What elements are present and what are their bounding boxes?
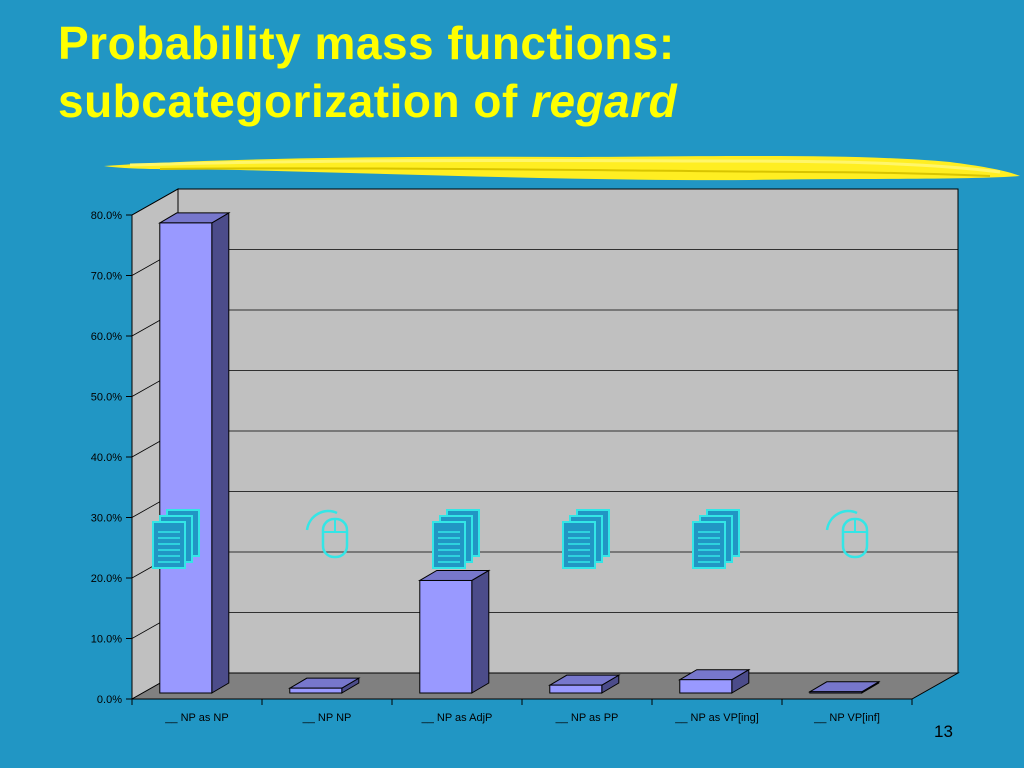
bar bbox=[157, 212, 231, 694]
mouse-cable bbox=[305, 509, 338, 531]
y-tick-label: 0.0% bbox=[97, 694, 122, 706]
bar bbox=[287, 677, 361, 694]
bar-side bbox=[211, 212, 230, 694]
document-stack-icon bbox=[432, 509, 480, 569]
x-tick-label: __ NP as PP bbox=[555, 712, 619, 724]
document-stack-icon bbox=[562, 509, 610, 569]
y-tick-label: 60.0% bbox=[91, 331, 122, 343]
bar-side bbox=[471, 569, 490, 694]
y-tick-label: 10.0% bbox=[91, 634, 122, 646]
mouse-icon bbox=[305, 509, 349, 559]
bar-front bbox=[159, 222, 213, 694]
bar bbox=[547, 674, 621, 694]
mouse-icon bbox=[825, 509, 869, 559]
bar-front bbox=[809, 691, 863, 694]
bar bbox=[807, 680, 881, 694]
title-line-2: subcategorization of regard bbox=[58, 72, 677, 130]
page-outline bbox=[432, 521, 466, 569]
document-stack-icon bbox=[152, 509, 200, 569]
page-outline bbox=[152, 521, 186, 569]
title-line-1: Probability mass functions: bbox=[58, 17, 675, 69]
x-tick-label: __ NP as AdjP bbox=[421, 712, 493, 724]
bar-front bbox=[289, 687, 343, 694]
y-tick-label: 80.0% bbox=[91, 210, 122, 222]
y-tick-label: 70.0% bbox=[91, 271, 122, 283]
y-tick-label: 40.0% bbox=[91, 452, 122, 464]
y-tick-label: 20.0% bbox=[91, 573, 122, 585]
bar bbox=[417, 569, 491, 694]
gridline-side bbox=[131, 188, 179, 216]
slide-title: Probability mass functions: subcategoriz… bbox=[58, 14, 677, 130]
mouse-cable bbox=[825, 509, 858, 531]
y-tick-label: 50.0% bbox=[91, 392, 122, 404]
x-tick-label: __ NP NP bbox=[302, 712, 352, 724]
bar-front bbox=[679, 679, 733, 694]
brush-stroke-divider bbox=[104, 156, 1020, 181]
page-number: 13 bbox=[934, 722, 953, 741]
x-tick-label: __ NP as NP bbox=[164, 712, 228, 724]
y-tick-label: 30.0% bbox=[91, 513, 122, 525]
x-tick-label: __ NP as VP[ing] bbox=[674, 712, 759, 724]
title-prefix: subcategorization of bbox=[58, 75, 532, 127]
x-tick-label: __ NP VP[inf] bbox=[813, 712, 880, 724]
page-outline bbox=[692, 521, 726, 569]
bar-front bbox=[549, 684, 603, 694]
page-outline bbox=[562, 521, 596, 569]
bar bbox=[677, 668, 751, 694]
bar-front bbox=[419, 579, 473, 694]
document-stack-icon bbox=[692, 509, 740, 569]
title-emphasis: regard bbox=[531, 75, 678, 127]
